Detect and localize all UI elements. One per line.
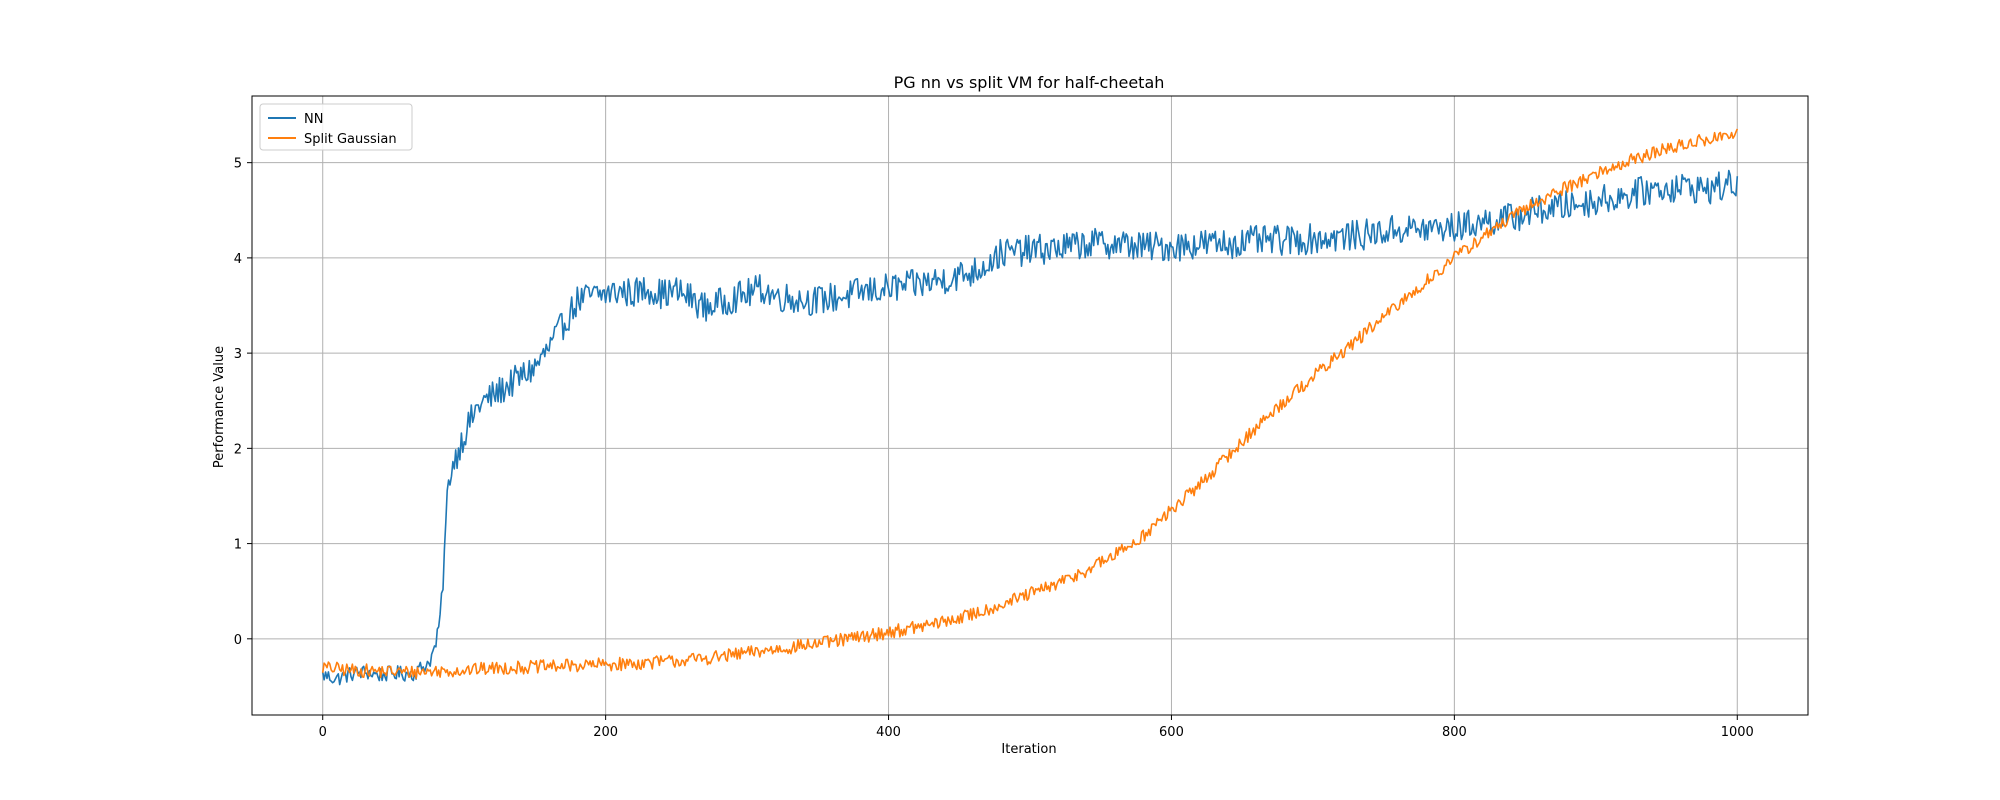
plot-frame [251, 95, 1809, 716]
y-tick-label: 1 [234, 538, 242, 553]
y-tick-label: 2 [234, 442, 242, 457]
x-tick-label: 800 [1442, 725, 1467, 740]
y-axis-label: Performance Value [212, 346, 227, 468]
series-line-split-gaussian [321, 128, 1739, 680]
x-tick-label: 0 [319, 725, 327, 740]
x-tick-label: 600 [1159, 725, 1184, 740]
x-tick-label: 200 [593, 725, 618, 740]
x-tick-label: 400 [876, 725, 901, 740]
y-tick-label: 3 [234, 347, 242, 362]
legend: NN Split Gaussian [259, 103, 413, 151]
legend-box [259, 103, 413, 151]
series-group [321, 128, 1739, 686]
legend-label: Split Gaussian [304, 132, 397, 147]
series-line-nn [321, 169, 1739, 686]
legend-label: NN [304, 112, 323, 127]
x-axis-label: Iteration [1001, 742, 1056, 757]
chart-title: PG nn vs split VM for half-cheetah [894, 73, 1165, 92]
x-tick-label: 1000 [1721, 725, 1754, 740]
ticks: 0 200 400 600 800 1000 0 1 2 3 4 5 [234, 157, 1754, 740]
y-tick-label: 4 [234, 252, 242, 267]
y-tick-label: 5 [234, 157, 242, 172]
y-tick-label: 0 [234, 633, 242, 648]
